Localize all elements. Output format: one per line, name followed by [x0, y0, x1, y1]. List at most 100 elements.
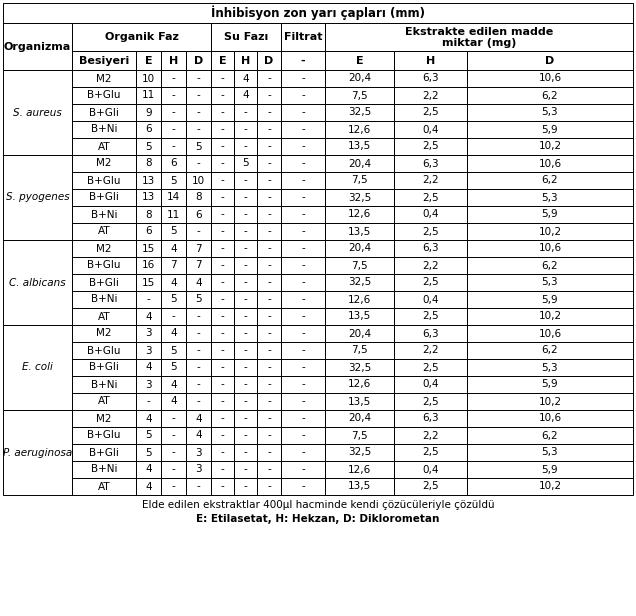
Text: 6,2: 6,2 — [542, 261, 558, 270]
Bar — [325, 138, 394, 155]
Bar — [467, 461, 633, 478]
Bar — [467, 444, 633, 461]
Bar — [211, 223, 234, 240]
Text: 11: 11 — [142, 91, 155, 100]
Text: -: - — [221, 73, 225, 84]
Bar — [211, 274, 234, 291]
Bar — [467, 359, 633, 376]
Bar — [136, 342, 161, 359]
Bar — [211, 51, 234, 70]
Bar — [161, 359, 186, 376]
Text: -: - — [221, 227, 225, 237]
Bar — [394, 172, 467, 189]
Text: 32,5: 32,5 — [348, 192, 371, 203]
Bar — [234, 240, 257, 257]
Text: 2,5: 2,5 — [422, 192, 439, 203]
Text: 6,3: 6,3 — [422, 73, 439, 84]
Text: 9: 9 — [145, 108, 152, 118]
Bar — [234, 51, 257, 70]
Text: -: - — [301, 397, 305, 407]
Text: 4: 4 — [145, 482, 152, 492]
Bar — [257, 427, 281, 444]
Text: 5,3: 5,3 — [542, 362, 558, 373]
Bar — [394, 206, 467, 223]
Text: -: - — [197, 108, 200, 118]
Bar — [234, 172, 257, 189]
Bar — [161, 189, 186, 206]
Bar — [281, 223, 325, 240]
Bar — [281, 410, 325, 427]
Text: 10: 10 — [192, 176, 205, 185]
Bar — [72, 87, 136, 104]
Bar — [467, 138, 633, 155]
Text: 6: 6 — [145, 124, 152, 134]
Bar — [72, 138, 136, 155]
Text: -: - — [267, 261, 271, 270]
Bar — [281, 138, 325, 155]
Text: 6: 6 — [195, 209, 202, 219]
Text: 3: 3 — [195, 464, 202, 474]
Bar — [161, 478, 186, 495]
Bar — [394, 444, 467, 461]
Bar — [186, 444, 211, 461]
Text: -: - — [301, 447, 305, 458]
Text: -: - — [301, 124, 305, 134]
Bar — [186, 155, 211, 172]
Text: -: - — [267, 209, 271, 219]
Bar — [161, 308, 186, 325]
Text: -: - — [244, 346, 247, 355]
Text: -: - — [172, 142, 176, 152]
Text: B+Glu: B+Glu — [87, 346, 121, 355]
Bar — [72, 23, 211, 51]
Bar — [257, 138, 281, 155]
Text: S. pyogenes: S. pyogenes — [6, 192, 69, 203]
Text: 5,3: 5,3 — [542, 277, 558, 288]
Bar — [136, 461, 161, 478]
Bar — [186, 376, 211, 393]
Bar — [394, 461, 467, 478]
Text: S. aureus: S. aureus — [13, 108, 62, 118]
Text: 0,4: 0,4 — [422, 124, 439, 134]
Text: H: H — [426, 55, 435, 65]
Text: 10: 10 — [142, 73, 155, 84]
Text: AT: AT — [98, 142, 110, 152]
Bar — [467, 376, 633, 393]
Bar — [161, 121, 186, 138]
Bar — [281, 461, 325, 478]
Text: P. aeruginosa: P. aeruginosa — [3, 447, 72, 458]
Text: -: - — [244, 176, 247, 185]
Text: 6,3: 6,3 — [422, 243, 439, 254]
Bar — [394, 70, 467, 87]
Text: -: - — [197, 91, 200, 100]
Text: 5: 5 — [170, 362, 177, 373]
Bar — [186, 291, 211, 308]
Text: -: - — [244, 277, 247, 288]
Text: 3: 3 — [145, 346, 152, 355]
Bar — [234, 342, 257, 359]
Bar — [394, 376, 467, 393]
Bar — [467, 172, 633, 189]
Text: 2,2: 2,2 — [422, 346, 439, 355]
Bar — [325, 155, 394, 172]
Text: -: - — [267, 142, 271, 152]
Text: 5,3: 5,3 — [542, 192, 558, 203]
Bar — [186, 240, 211, 257]
Text: 7: 7 — [195, 243, 202, 254]
Bar — [234, 70, 257, 87]
Text: 4: 4 — [195, 413, 202, 424]
Text: -: - — [197, 482, 200, 492]
Bar — [325, 206, 394, 223]
Bar — [257, 257, 281, 274]
Bar — [3, 410, 72, 495]
Bar — [136, 70, 161, 87]
Text: -: - — [172, 413, 176, 424]
Text: 4: 4 — [145, 312, 152, 322]
Text: E: Etilasetat, H: Hekzan, D: Diklorometan: E: Etilasetat, H: Hekzan, D: Diklorometa… — [197, 514, 439, 524]
Text: 5,3: 5,3 — [542, 108, 558, 118]
Bar — [257, 461, 281, 478]
Text: M2: M2 — [96, 73, 112, 84]
Text: 8: 8 — [145, 158, 152, 169]
Bar — [72, 359, 136, 376]
Bar — [161, 444, 186, 461]
Bar — [3, 70, 72, 155]
